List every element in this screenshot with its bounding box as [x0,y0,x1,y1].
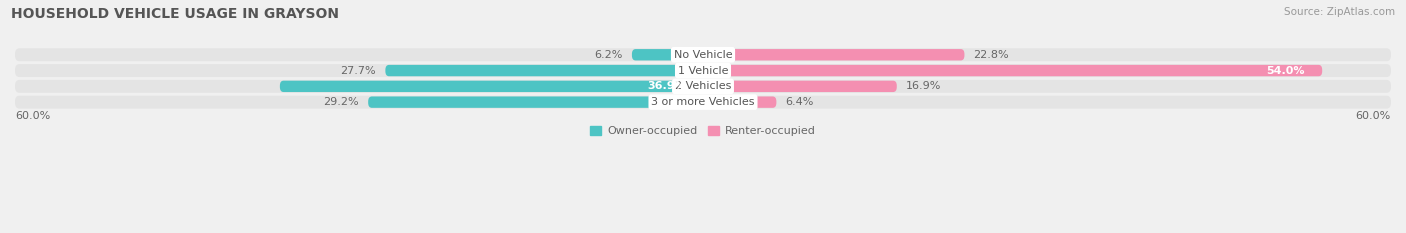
Text: 60.0%: 60.0% [1355,111,1391,121]
FancyBboxPatch shape [15,96,1391,109]
Text: 1 Vehicle: 1 Vehicle [678,65,728,75]
Text: 6.2%: 6.2% [595,50,623,60]
FancyBboxPatch shape [15,80,1391,93]
Text: 36.9%: 36.9% [647,81,686,91]
Text: 2 Vehicles: 2 Vehicles [675,81,731,91]
FancyBboxPatch shape [703,81,897,92]
FancyBboxPatch shape [631,49,703,60]
FancyBboxPatch shape [15,64,1391,77]
FancyBboxPatch shape [15,48,1391,61]
FancyBboxPatch shape [385,65,703,76]
FancyBboxPatch shape [703,96,776,108]
Legend: Owner-occupied, Renter-occupied: Owner-occupied, Renter-occupied [586,121,820,140]
FancyBboxPatch shape [280,81,703,92]
Text: 16.9%: 16.9% [905,81,942,91]
Text: 6.4%: 6.4% [786,97,814,107]
Text: 29.2%: 29.2% [323,97,359,107]
Text: 54.0%: 54.0% [1267,65,1305,75]
Text: No Vehicle: No Vehicle [673,50,733,60]
Text: 27.7%: 27.7% [340,65,377,75]
Text: Source: ZipAtlas.com: Source: ZipAtlas.com [1284,7,1395,17]
Text: 60.0%: 60.0% [15,111,51,121]
Text: 22.8%: 22.8% [973,50,1010,60]
FancyBboxPatch shape [703,49,965,60]
FancyBboxPatch shape [703,65,1322,76]
FancyBboxPatch shape [368,96,703,108]
Text: HOUSEHOLD VEHICLE USAGE IN GRAYSON: HOUSEHOLD VEHICLE USAGE IN GRAYSON [11,7,339,21]
Text: 3 or more Vehicles: 3 or more Vehicles [651,97,755,107]
